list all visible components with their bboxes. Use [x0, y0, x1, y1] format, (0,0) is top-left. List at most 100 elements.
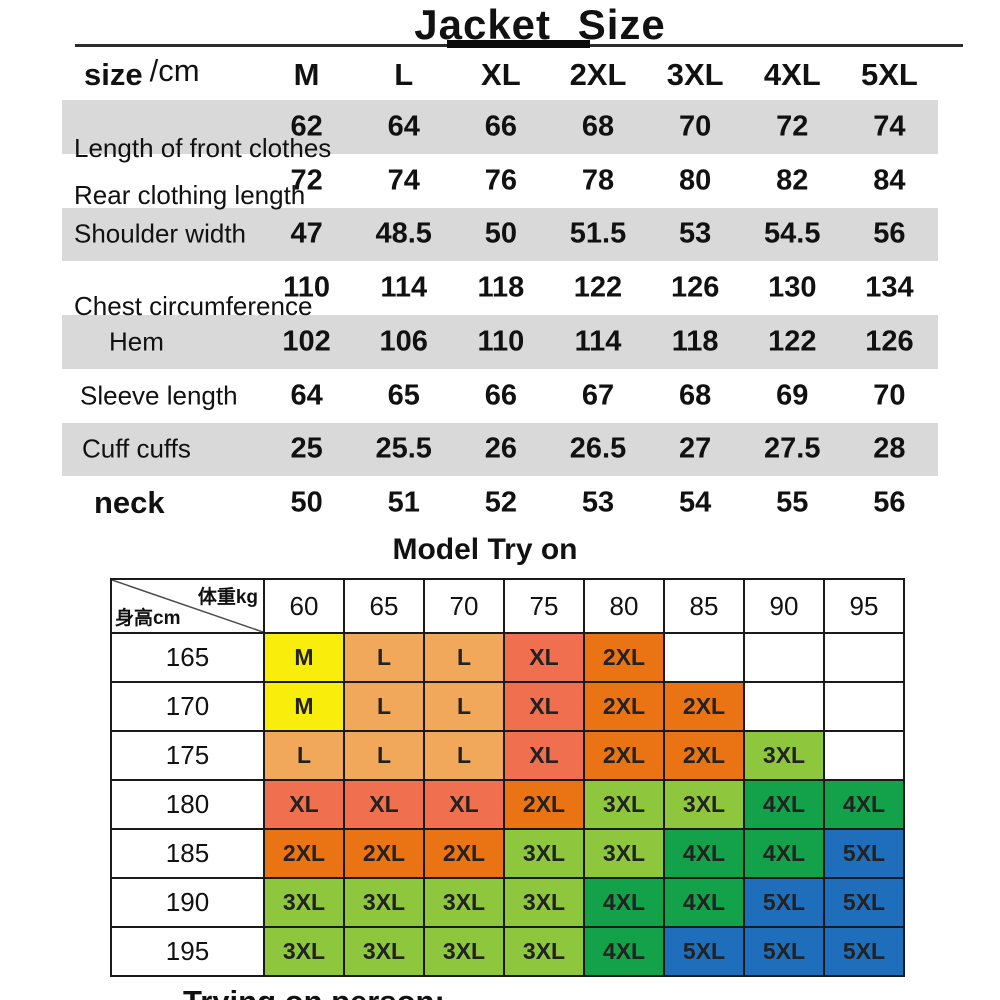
measurement-values: 50 51 52 53 54 55 56	[258, 487, 938, 520]
size-column-header: 4XL	[763, 57, 821, 92]
measurement-values: 25 25.5 26 26.5 27 27.5 28	[258, 433, 938, 466]
size-cell: M	[263, 681, 345, 732]
weight-header-cell: 75	[503, 578, 585, 634]
size-cell: L	[423, 632, 505, 683]
weight-header-cell: 60	[263, 578, 345, 634]
size-cell: 4XL	[663, 828, 745, 879]
measurement-value: 25	[290, 432, 323, 465]
size-cell: 5XL	[823, 926, 905, 977]
size-cell: 3XL	[743, 730, 825, 781]
height-cell: 165	[110, 632, 265, 683]
footer-text-clipped: Trying on person:	[183, 984, 445, 1000]
weight-header-cell: 70	[423, 578, 505, 634]
title-underline-thick	[447, 40, 590, 48]
size-cell	[823, 632, 905, 683]
size-cell	[823, 681, 905, 732]
size-cell: 3XL	[503, 926, 585, 977]
measurement-value: 47	[290, 217, 323, 250]
measurement-values: 47 48.5 50 51.5 53 54.5 56	[258, 218, 938, 251]
measurement-value: 80	[679, 164, 712, 197]
size-column-header: 5XL	[860, 57, 918, 92]
size-cell: L	[343, 632, 425, 683]
size-cell: L	[423, 730, 505, 781]
size-cell: 2XL	[263, 828, 345, 879]
measurement-value: 126	[865, 325, 914, 358]
size-cell: M	[263, 632, 345, 683]
model-tryon-table: 体重kg 身高cm 60 65 70 75 80 85 90 95 165 M L L XL 2XL 170 M L…	[110, 578, 905, 977]
size-cell: 3XL	[263, 877, 345, 928]
measurement-value: 65	[387, 379, 420, 412]
size-table-header: size/cm M L XL 2XL 3XL 4XL 5XL	[62, 53, 938, 100]
size-cell	[743, 681, 825, 732]
size-cell: 5XL	[823, 877, 905, 928]
size-column-header: 3XL	[666, 57, 724, 92]
height-cell: 170	[110, 681, 265, 732]
measurement-label: Shoulder width	[74, 218, 246, 249]
size-cell: L	[343, 681, 425, 732]
size-column-header: M	[293, 57, 320, 92]
size-cell: 2XL	[663, 681, 745, 732]
measurement-value: 26.5	[569, 432, 627, 465]
size-table-row: Sleeve length 64 65 66 67 68 69 70	[62, 369, 938, 423]
corner-diagonal-line	[112, 580, 263, 632]
size-cell	[823, 730, 905, 781]
size-table-row: Shoulder width 47 48.5 50 51.5 53 54.5 56	[62, 207, 938, 262]
measurement-value: 118	[477, 271, 525, 304]
size-cell: 4XL	[583, 877, 665, 928]
measurement-label: Chest circumference	[74, 291, 313, 321]
measurement-value: 28	[873, 432, 906, 465]
measurement-value: 67	[581, 379, 615, 412]
weight-header-cell: 65	[343, 578, 425, 634]
tryon-row: 190 3XL 3XL 3XL 3XL 4XL 4XL 5XL 5XL	[110, 877, 905, 928]
measurement-label: Cuff cuffs	[82, 433, 191, 464]
measurement-value: 72	[776, 110, 809, 143]
size-table-row: Chest circumference 110 114 118 122 126 130 134	[62, 261, 938, 321]
size-cell	[743, 632, 825, 683]
size-cell: 3XL	[583, 828, 665, 879]
size-cell: 2XL	[343, 828, 425, 879]
size-cell: 3XL	[343, 877, 425, 928]
size-cell: XL	[503, 730, 585, 781]
size-cell: 5XL	[823, 828, 905, 879]
size-cell: XL	[503, 632, 585, 683]
measurement-value: 102	[282, 325, 331, 358]
size-cell: 3XL	[423, 877, 505, 928]
measurement-values: 72 74 76 78 80 82 84	[258, 164, 938, 197]
tryon-row: 180 XL XL XL 2XL 3XL 3XL 4XL 4XL	[110, 779, 905, 830]
measurement-value: 130	[768, 271, 817, 304]
measurement-value: 76	[484, 164, 517, 197]
measurement-value: 78	[581, 164, 615, 197]
measurement-value: 56	[873, 217, 906, 250]
tryon-row: 195 3XL 3XL 3XL 3XL 4XL 5XL 5XL 5XL	[110, 926, 905, 977]
measurement-value: 27	[679, 432, 712, 465]
measurement-value: 62	[290, 110, 323, 143]
size-column-header: L	[394, 57, 414, 92]
size-cell: 2XL	[503, 779, 585, 830]
measurement-value: 74	[873, 110, 906, 143]
unit-label: /cm	[149, 53, 200, 88]
measurement-value: 114	[574, 325, 622, 358]
size-unit-label: size/cm	[84, 53, 200, 93]
size-cell: 4XL	[823, 779, 905, 830]
measurement-value: 50	[484, 217, 517, 250]
tryon-header-row: 体重kg 身高cm 60 65 70 75 80 85 90 95	[110, 578, 905, 634]
measurement-value: 126	[670, 271, 720, 304]
measurement-value: 69	[776, 379, 809, 412]
size-cell: 2XL	[423, 828, 505, 879]
measurement-label: Hem	[109, 326, 164, 357]
measurement-value: 54	[679, 486, 712, 519]
height-cell: 175	[110, 730, 265, 781]
size-table-row: Cuff cuffs 25 25.5 26 26.5 27 27.5 28	[62, 422, 938, 477]
measurement-value: 82	[776, 164, 809, 197]
measurement-value: 68	[581, 110, 615, 143]
measurement-label: Length of front clothes	[74, 132, 332, 163]
measurement-label: Rear clothing length	[74, 179, 306, 210]
height-cell: 180	[110, 779, 265, 830]
size-column-header: XL	[481, 57, 521, 92]
measurement-value: 68	[679, 379, 712, 412]
corner-height-label: 身高cm	[115, 608, 181, 629]
measurement-value: 106	[379, 325, 428, 358]
corner-weight-label: 体重kg	[197, 587, 258, 608]
measurement-value: 64	[387, 110, 420, 143]
